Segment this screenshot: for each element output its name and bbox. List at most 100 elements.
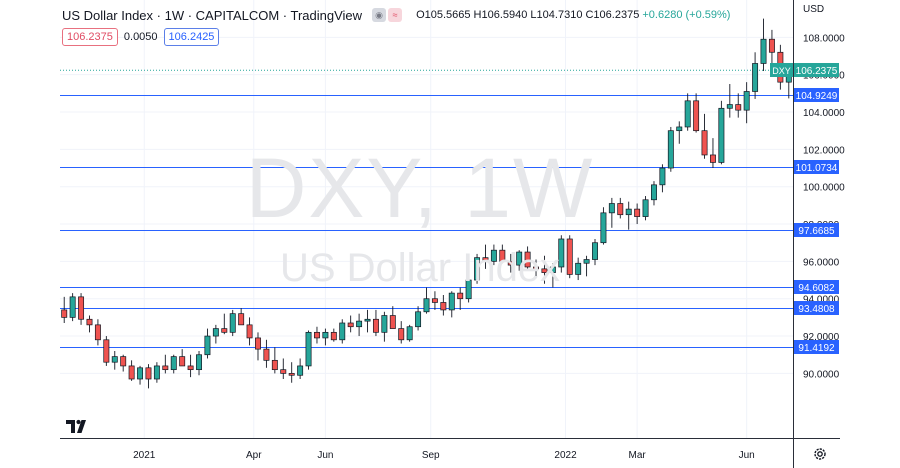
candle[interactable] <box>760 18 767 71</box>
candle[interactable] <box>642 196 649 221</box>
candle[interactable] <box>558 235 565 273</box>
candle[interactable] <box>221 313 228 335</box>
candle[interactable] <box>752 52 759 99</box>
candle[interactable] <box>718 100 725 165</box>
candle[interactable] <box>634 203 641 225</box>
candle[interactable] <box>364 309 371 333</box>
candle[interactable] <box>490 244 497 266</box>
candle[interactable] <box>187 354 194 378</box>
candle[interactable] <box>524 246 531 269</box>
candle[interactable] <box>263 339 270 368</box>
buy-price-button[interactable]: 106.2425 <box>163 28 220 46</box>
candle[interactable] <box>128 360 135 381</box>
candle[interactable] <box>61 296 68 323</box>
candle[interactable] <box>288 362 295 383</box>
candle[interactable] <box>204 328 211 359</box>
currency-selector[interactable]: USD <box>803 4 825 15</box>
candle[interactable] <box>549 263 556 288</box>
candle[interactable] <box>212 324 219 344</box>
candle[interactable] <box>431 291 438 310</box>
candle[interactable] <box>507 253 514 273</box>
candle[interactable] <box>356 313 363 337</box>
candle[interactable] <box>625 201 632 230</box>
candle[interactable] <box>69 293 76 322</box>
candle[interactable] <box>541 255 548 284</box>
candle[interactable] <box>271 347 278 374</box>
candle[interactable] <box>229 309 236 337</box>
candle-body <box>398 328 405 341</box>
candle[interactable] <box>709 138 716 169</box>
candle[interactable] <box>145 364 152 389</box>
candle[interactable] <box>372 309 379 337</box>
time-tick-label: Jun <box>317 450 333 461</box>
candle-body <box>78 296 85 320</box>
candle[interactable] <box>398 321 405 344</box>
candle-body <box>760 38 767 64</box>
candle[interactable] <box>86 315 93 333</box>
candle[interactable] <box>238 308 245 326</box>
eye-icon[interactable]: ◉ <box>372 8 387 22</box>
candle[interactable] <box>583 255 590 277</box>
candle[interactable] <box>448 291 455 318</box>
candle[interactable] <box>516 250 523 271</box>
candle[interactable] <box>499 244 506 264</box>
candle[interactable] <box>684 93 691 131</box>
candle[interactable] <box>608 197 615 228</box>
candle[interactable] <box>381 311 388 342</box>
candle[interactable] <box>701 113 708 159</box>
candle[interactable] <box>575 257 582 281</box>
candle[interactable] <box>120 354 127 372</box>
candle-body <box>322 331 329 339</box>
candle[interactable] <box>676 121 683 144</box>
candle[interactable] <box>667 126 674 172</box>
wave-icon[interactable]: ≈ <box>388 8 403 22</box>
candle[interactable] <box>280 358 287 380</box>
candle[interactable] <box>255 332 261 361</box>
candle[interactable] <box>726 84 733 118</box>
candle[interactable] <box>457 287 464 310</box>
candle[interactable] <box>617 197 624 219</box>
candle[interactable] <box>533 259 539 277</box>
candle[interactable] <box>693 93 700 133</box>
candle[interactable] <box>246 317 253 346</box>
candle[interactable] <box>103 336 110 366</box>
candle[interactable] <box>566 235 573 279</box>
candle[interactable] <box>474 253 481 284</box>
candle[interactable] <box>179 349 186 367</box>
candle[interactable] <box>170 354 177 374</box>
candle[interactable] <box>314 326 320 344</box>
candle[interactable] <box>659 164 666 193</box>
candles[interactable] <box>61 18 792 389</box>
candle[interactable] <box>592 238 598 266</box>
candle[interactable] <box>111 350 118 370</box>
gear-icon[interactable] <box>812 446 828 462</box>
candle-body <box>617 203 624 216</box>
candle[interactable] <box>305 330 312 370</box>
candle[interactable] <box>162 354 169 374</box>
sell-price-button[interactable]: 106.2375 <box>62 28 118 46</box>
candle[interactable] <box>735 93 742 118</box>
candle[interactable] <box>153 362 160 383</box>
candle[interactable] <box>482 244 489 269</box>
candle[interactable] <box>322 328 329 346</box>
candle[interactable] <box>297 358 304 380</box>
candle[interactable] <box>743 82 750 124</box>
candle[interactable] <box>440 294 447 316</box>
candle[interactable] <box>651 181 657 206</box>
candle[interactable] <box>415 306 422 331</box>
candle[interactable] <box>600 207 607 245</box>
candle[interactable] <box>389 306 396 329</box>
candle[interactable] <box>137 365 144 385</box>
candle[interactable] <box>339 319 346 344</box>
candle[interactable] <box>94 319 101 346</box>
candle[interactable] <box>330 328 337 342</box>
candle[interactable] <box>78 293 85 325</box>
candle[interactable] <box>347 315 354 333</box>
symbol-title[interactable]: US Dollar Index · 1W · CAPITALCOM · Trad… <box>62 7 363 23</box>
candle[interactable] <box>406 324 413 342</box>
candle[interactable] <box>196 350 202 376</box>
candle[interactable] <box>465 274 472 303</box>
candle[interactable] <box>423 287 430 314</box>
